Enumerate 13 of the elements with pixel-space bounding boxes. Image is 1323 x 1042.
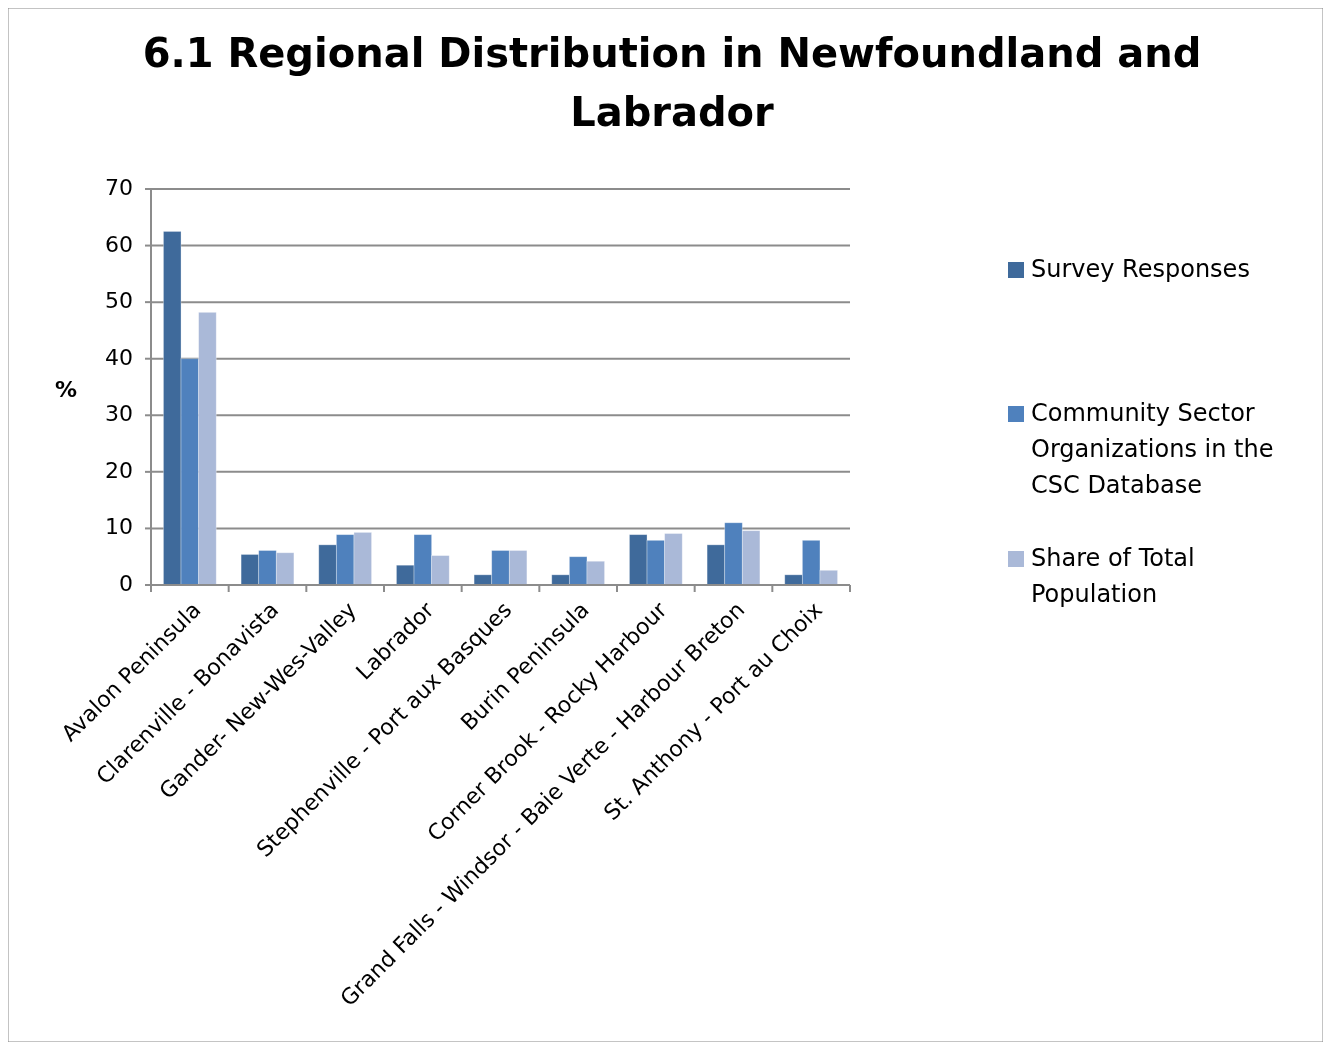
y-tick-label: 0 <box>119 571 133 596</box>
legend-label: Community Sector Organizations in the CSC Database <box>1031 399 1274 499</box>
y-tick-label: 10 <box>105 514 133 540</box>
y-tick-label: 60 <box>105 231 133 257</box>
y-tick-label: 70 <box>105 175 133 200</box>
y-axis-title: % <box>54 377 78 402</box>
y-tick-label: 50 <box>105 288 133 314</box>
chart-title: 6.1 Regional Distribution in Newfoundland and Labrador <box>142 30 1202 135</box>
legend-label: Survey Responses <box>1031 255 1250 283</box>
y-tick-label: 30 <box>105 401 133 427</box>
legend-label: Share of Total Population <box>1031 544 1195 608</box>
y-tick-label: 20 <box>105 457 133 483</box>
y-tick-label: 40 <box>105 344 133 370</box>
